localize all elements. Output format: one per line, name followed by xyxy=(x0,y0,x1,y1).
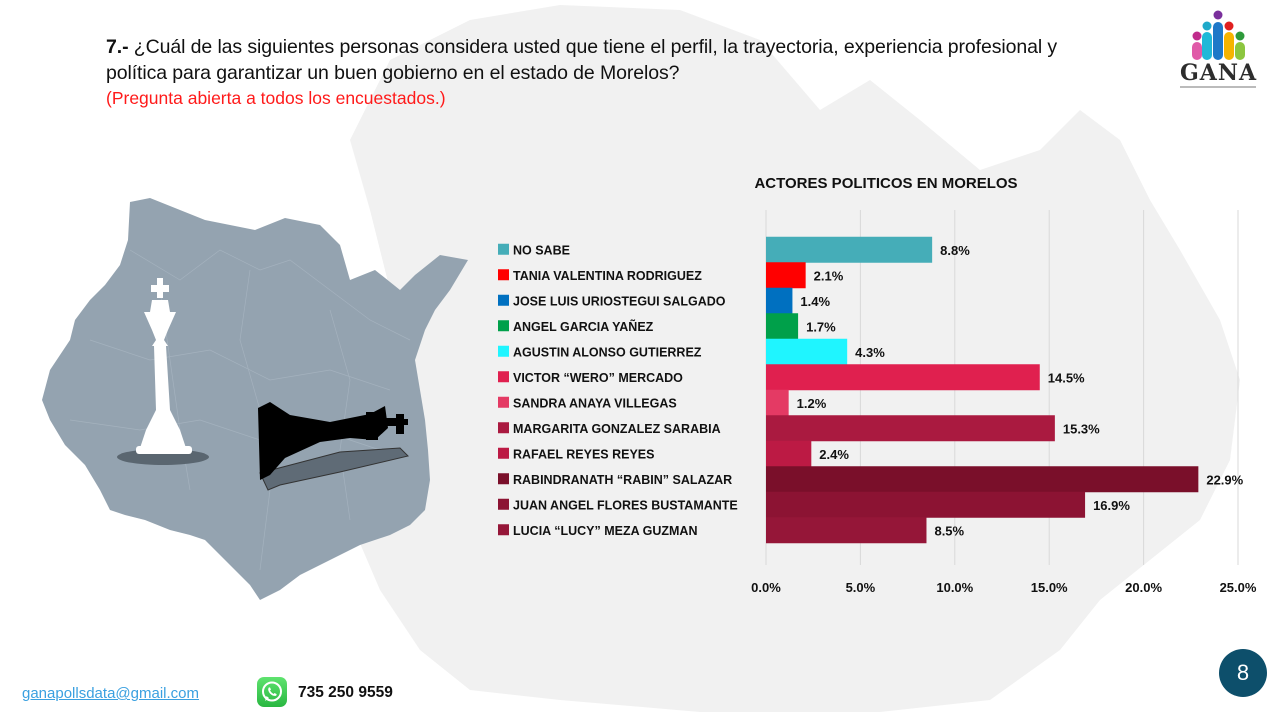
legend-swatch xyxy=(498,396,509,408)
legend-swatch xyxy=(498,345,509,357)
x-tick-label: 25.0% xyxy=(1220,580,1257,595)
x-tick-label: 20.0% xyxy=(1125,580,1162,595)
legend-swatch xyxy=(498,422,509,434)
data-label: 1.7% xyxy=(806,319,836,334)
x-tick-label: 10.0% xyxy=(936,580,973,595)
white-king-piece xyxy=(117,278,209,465)
bar xyxy=(766,440,812,467)
legend-label: TANIA VALENTINA RODRIGUEZ xyxy=(513,269,702,283)
phone-number: 735 250 9559 xyxy=(298,684,393,701)
legend-label: NO SABE xyxy=(513,243,570,257)
gana-logo: GANA xyxy=(1180,10,1256,92)
legend-label: VICTOR “WERO” MERCADO xyxy=(513,371,683,385)
x-tick-label: 0.0% xyxy=(751,580,781,595)
bar xyxy=(766,466,1199,493)
page-number-badge: 8 xyxy=(1219,649,1267,697)
data-label: 2.4% xyxy=(819,447,849,462)
legend-label: SANDRA ANAYA VILLEGAS xyxy=(513,396,677,410)
whatsapp-icon xyxy=(257,677,287,707)
legend-swatch xyxy=(498,498,509,510)
email-link[interactable]: ganapollsdata@gmail.com xyxy=(22,685,199,702)
bar xyxy=(766,491,1086,518)
legend-label: RAFAEL REYES REYES xyxy=(513,447,654,461)
morelos-map-shape xyxy=(42,198,468,600)
data-label: 8.8% xyxy=(940,243,970,258)
legend-swatch xyxy=(498,473,509,485)
legend-label: ANGEL GARCIA YAÑEZ xyxy=(513,319,654,334)
data-label: 22.9% xyxy=(1206,472,1243,487)
data-label: 1.2% xyxy=(797,396,827,411)
data-label: 15.3% xyxy=(1063,421,1100,436)
bar xyxy=(766,338,848,365)
legend-swatch xyxy=(498,371,509,383)
question-number: 7.- xyxy=(106,36,129,58)
x-tick-label: 5.0% xyxy=(846,580,876,595)
question-text: 7.- ¿Cuál de las siguientes personas con… xyxy=(106,34,1106,86)
bar xyxy=(766,364,1040,391)
data-label: 16.9% xyxy=(1093,498,1130,513)
legend-swatch xyxy=(498,294,509,306)
bar xyxy=(766,262,806,289)
data-label: 1.4% xyxy=(800,294,830,309)
legend-swatch xyxy=(498,269,509,281)
bar xyxy=(766,287,793,314)
data-label: 4.3% xyxy=(855,345,885,360)
logo-tagline-line xyxy=(1180,86,1256,88)
legend-label: AGUSTIN ALONSO GUTIERREZ xyxy=(513,345,702,359)
legend-swatch xyxy=(498,447,509,459)
legend-label: LUCIA “LUCY” MEZA GUZMAN xyxy=(513,524,697,538)
logo-wordmark: GANA xyxy=(1180,60,1258,86)
bar xyxy=(766,415,1055,442)
question-body: ¿Cuál de las siguientes personas conside… xyxy=(106,36,1058,84)
legend-label: MARGARITA GONZALEZ SARABIA xyxy=(513,422,721,436)
bar xyxy=(766,313,799,340)
bar xyxy=(766,517,927,544)
legend-label: JUAN ANGEL FLORES BUSTAMANTE xyxy=(513,498,738,512)
legend-label: RABINDRANATH “RABIN” SALAZAR xyxy=(513,473,732,487)
legend-label: JOSE LUIS URIOSTEGUI SALGADO xyxy=(513,294,726,308)
chart-title: ACTORES POLITICOS EN MORELOS xyxy=(754,175,1018,192)
data-label: 8.5% xyxy=(934,523,964,538)
legend-swatch xyxy=(498,243,509,255)
data-label: 14.5% xyxy=(1048,370,1085,385)
bar xyxy=(766,236,933,263)
morelos-map-illustration xyxy=(42,198,468,600)
question-block: 7.- ¿Cuál de las siguientes personas con… xyxy=(106,34,1106,110)
data-label: 2.1% xyxy=(814,268,844,283)
legend-swatch xyxy=(498,524,509,536)
question-note: (Pregunta abierta a todos los encuestado… xyxy=(106,88,446,108)
legend-swatch xyxy=(498,320,509,332)
x-tick-label: 15.0% xyxy=(1031,580,1068,595)
black-king-piece xyxy=(258,402,409,491)
people-icon xyxy=(1192,10,1245,60)
bar xyxy=(766,389,789,416)
